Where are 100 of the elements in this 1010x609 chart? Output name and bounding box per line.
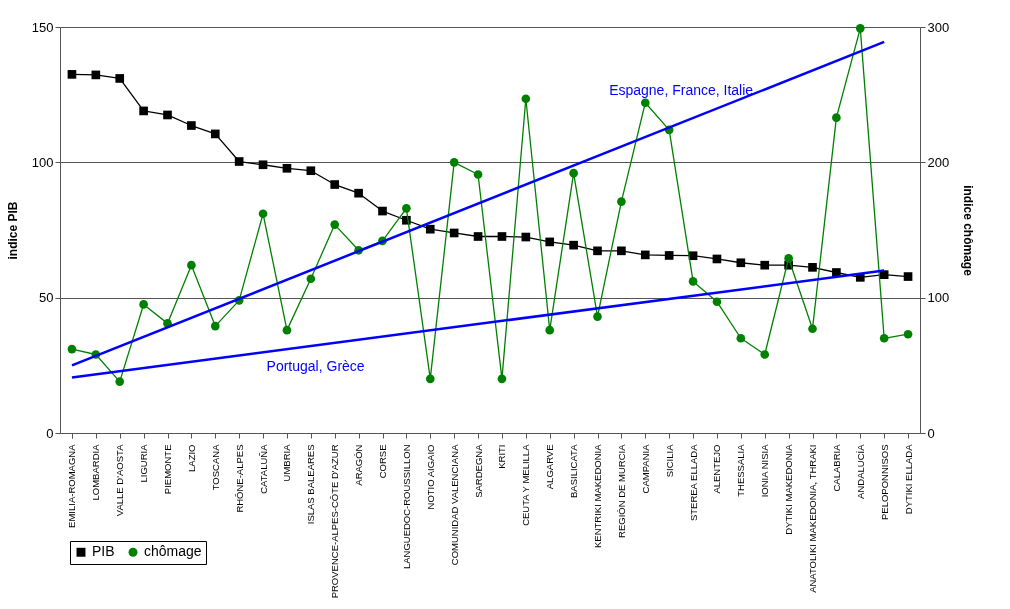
y2-tick-label: 0 [927,425,935,441]
x-tick-label: CATALUÑA [257,443,269,494]
x-tick-label: COMUNIDAD VALENCIANA [448,443,460,566]
point [258,160,268,170]
point [187,260,196,270]
y-tick-label: 50 [39,290,54,306]
point [784,254,793,263]
x-tick-label: RHÔNE-ALPES [233,444,245,513]
x-tick-label: LIGURIA [138,443,150,483]
x-tick-label: CALABRIA [830,443,842,492]
point [903,329,913,339]
point [139,106,148,116]
point [306,166,316,176]
point [402,204,411,213]
y-tick-label: 150 [31,19,54,35]
point [664,251,674,260]
y2-tick-label: 100 [927,290,950,306]
x-tick-label: LANGUEDOC-ROUSSILLON [400,444,412,570]
point [521,94,531,104]
y-tick-label: 100 [31,154,54,170]
x-tick-label: BASILICATA [568,443,580,498]
x-tick-label: ALENTEJO [711,444,723,494]
point [640,250,650,260]
point [903,272,913,281]
point [139,300,148,309]
legend-label: chômage [144,543,202,560]
point [855,24,865,33]
x-tick-label: PROVENCE-ALPES-CÔTE D'AZUR [329,444,341,599]
point [210,321,220,331]
x-tick-label: TOSCANA [209,443,221,491]
point [282,163,292,173]
point [736,258,746,268]
point [760,260,770,270]
point [330,180,340,189]
y2-axis-title: indice chômage [961,185,976,277]
point [832,113,841,122]
point [473,170,483,179]
point [330,220,340,229]
point [163,110,172,120]
point [593,312,602,321]
x-tick-label: KRITI [496,444,508,469]
point [115,377,125,386]
point [378,206,387,216]
y-tick-label: 0 [46,425,54,441]
y-axis-title: indice PIB [5,201,20,260]
x-tick-label: ANATOLIKI MAKEDONIA, THRAKI [807,444,818,593]
x-tick-label: ALGARVE [544,444,556,490]
y2-tick-label: 300 [927,19,950,35]
point [808,263,817,272]
point [354,188,363,198]
point [545,237,555,247]
point [282,325,292,335]
point [258,209,268,219]
x-tick-label: THESSALIA [735,443,747,497]
x-tick-label: ANDALUCÍA [854,443,866,499]
x-tick-label: LOMBARDIA [90,443,102,501]
point [497,374,507,384]
x-tick-label: EMILIA-ROMAGNA [66,443,78,528]
x-tick-label: KENTRIKI MAKEDONIA [592,443,603,548]
point [306,274,316,284]
x-tick-label: LAZIO [185,444,197,472]
point [640,98,650,108]
x-tick-label: DYTIKI ELLADA [902,443,914,515]
point [617,246,626,256]
legend-label: PIB [92,543,115,560]
point [760,350,770,359]
x-tick-label: PELOPONNISOS [878,444,890,520]
series-label: Espagne, France, Italie [609,81,754,98]
x-tick-label: VALLE D'AOSTA [114,443,126,517]
x-tick-label: CAMPANIA [639,443,651,494]
x-tick-label: UMBRIA [281,443,293,482]
point [736,333,746,343]
x-tick-label: SARDEGNA [472,443,484,498]
x-tick-label: SICILIA [663,443,675,478]
point [545,325,555,335]
x-tick-label: ARAGÓN [353,444,365,486]
point [617,197,626,206]
point [425,224,435,234]
point [425,374,435,384]
x-tick-label: IONIA NISIA [759,443,771,498]
point [449,158,459,167]
y2-tick-label: 200 [927,154,950,170]
x-tick-label: CORSE [377,444,388,479]
point [210,129,220,139]
x-tick-label: REGIÓN DE MURCIA [615,443,627,538]
point [569,240,578,250]
x-tick-label: STEREA ELLADA [687,443,699,522]
x-tick-label: NOTIO AIGAIO [424,444,436,510]
series-label: Portugal, Grèce [266,358,365,375]
x-tick-label: DYTIKI MAKEDONIA [783,443,795,535]
point [67,344,77,354]
point [187,121,196,130]
point [497,232,507,241]
point [879,333,889,343]
x-tick-label: CEUTA Y MELILLA [520,443,532,526]
point [569,168,578,178]
point [115,74,125,83]
x-tick-label: ISLAS BALEARES [305,444,317,525]
x-tick-label: PIEMONTE [162,444,173,495]
point [688,277,698,286]
